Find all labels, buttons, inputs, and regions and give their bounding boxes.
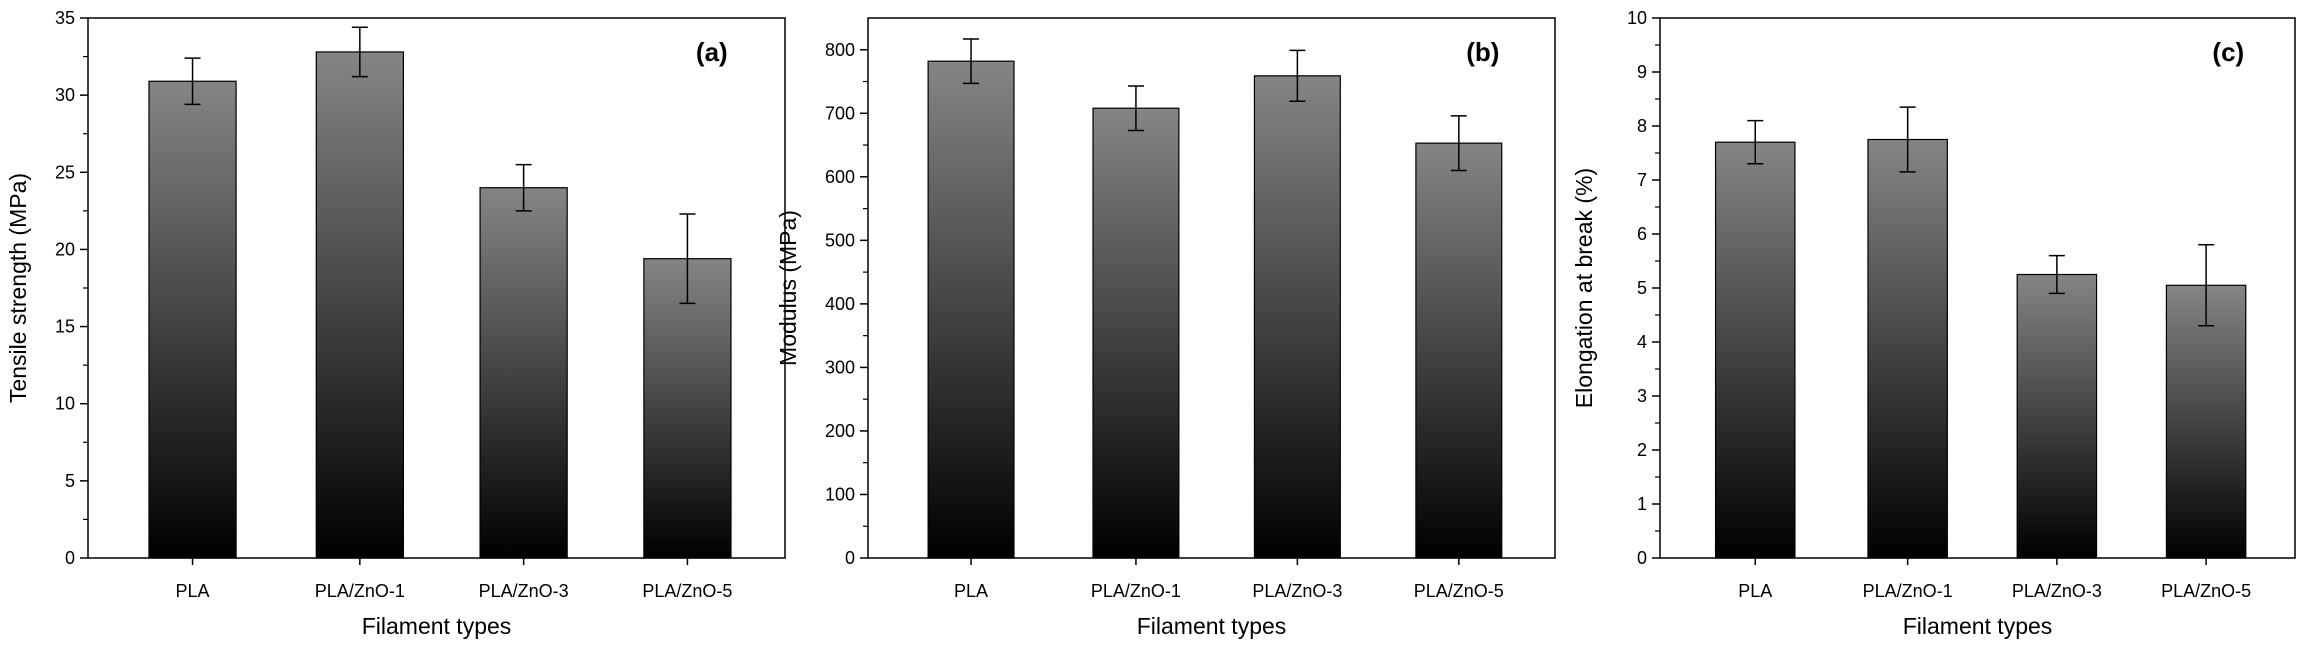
panel-label: (c) (2212, 37, 2244, 67)
y-tick-label: 10 (55, 394, 75, 414)
plot-frame (867, 17, 1556, 559)
y-tick-label: 15 (55, 317, 75, 337)
x-axis-title: Filament types (362, 613, 512, 639)
x-tick-label: PLA (176, 581, 210, 601)
y-tick-label: 9 (1637, 62, 1647, 82)
y-tick-label: 100 (825, 484, 855, 504)
x-tick-label: PLA/ZnO-5 (2161, 581, 2251, 601)
y-tick-label: 600 (825, 167, 855, 187)
y-tick-label: 6 (1637, 224, 1647, 244)
y-tick-label: 0 (845, 548, 855, 568)
y-tick-label: 500 (825, 230, 855, 250)
y-tick-label: 30 (55, 85, 75, 105)
y-tick-label: 0 (65, 548, 75, 568)
y-tick-label: 2 (1637, 440, 1647, 460)
y-axis-title: Modulus (MPa) (775, 210, 801, 366)
bar (927, 60, 1015, 559)
x-tick-label: PLA/ZnO-1 (1091, 581, 1181, 601)
bar (479, 187, 568, 559)
y-tick-label: 5 (65, 471, 75, 491)
x-tick-label: PLA/ZnO-1 (1863, 581, 1953, 601)
y-tick-label: 800 (825, 40, 855, 60)
y-tick-label: 1 (1637, 494, 1647, 514)
x-axis-title: Filament types (1903, 613, 2053, 639)
y-tick-label: 8 (1637, 116, 1647, 136)
y-tick-label: 700 (825, 103, 855, 123)
y-tick-label: 200 (825, 421, 855, 441)
bar (315, 51, 404, 559)
y-tick-label: 35 (55, 8, 75, 28)
panel-label: (b) (1466, 37, 1499, 67)
panel-label: (a) (696, 37, 728, 67)
x-axis-title: Filament types (1137, 613, 1287, 639)
y-tick-label: 400 (825, 294, 855, 314)
y-tick-label: 20 (55, 239, 75, 259)
y-tick-label: 4 (1637, 332, 1647, 352)
y-tick-label: 25 (55, 162, 75, 182)
bar (1867, 138, 1948, 559)
x-tick-label: PLA/ZnO-1 (315, 581, 405, 601)
chart-panel-a: 0 5 10 15 20 25 30 35 PLA PLA/ZnO-1 PLA/ZnO-3 PLA/Z… (5, 8, 786, 639)
bar (643, 258, 732, 559)
x-tick-label: PLA/ZnO-3 (1252, 581, 1342, 601)
x-tick-label: PLA/ZnO-5 (1414, 581, 1504, 601)
x-tick-label: PLA/ZnO-3 (479, 581, 569, 601)
bar (1714, 141, 1796, 559)
y-tick-label: 300 (825, 357, 855, 377)
bar (2016, 273, 2098, 559)
y-tick-label: 5 (1637, 278, 1647, 298)
y-tick-label: 0 (1637, 548, 1647, 568)
y-tick-label: 7 (1637, 170, 1647, 190)
chart-panel-b: 0 100 200 300 400 500 600 700 800 PLA PLA/ZnO-1 PLA… (775, 17, 1556, 639)
x-tick-label: PLA/ZnO-3 (2012, 581, 2102, 601)
x-tick-label: PLA/ZnO-5 (642, 581, 732, 601)
y-tick-label: 10 (1627, 8, 1647, 28)
y-axis-title: Tensile strength (MPa) (5, 173, 31, 403)
bar (1253, 75, 1341, 559)
chart-panel-c: 0 1 2 3 4 5 6 7 8 9 10 PLA PLA/ZnO-1 PLA/ZnO-3 PLA/ZnO… (1571, 8, 2296, 639)
x-tick-label: PLA (1738, 581, 1772, 601)
bar (1415, 142, 1503, 559)
bar (148, 80, 237, 559)
y-tick-label: 3 (1637, 386, 1647, 406)
y-axis-title: Elongation at break (%) (1571, 168, 1597, 408)
x-tick-label: PLA (954, 581, 988, 601)
bar (1092, 107, 1180, 559)
